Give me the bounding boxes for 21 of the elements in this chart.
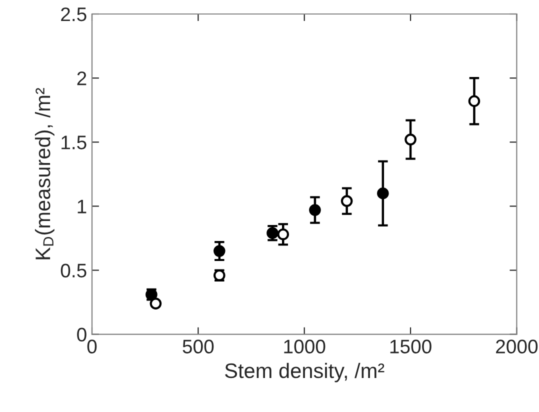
point: [377, 187, 389, 200]
y-tick-label: 0.5: [60, 264, 86, 278]
x-tick-label: 1000: [284, 340, 326, 354]
x-axis-title: Stem density, /m²: [225, 362, 384, 382]
point: [150, 298, 162, 310]
y-tick-label: 1.5: [62, 136, 86, 150]
y-tick-label: 0: [77, 328, 86, 342]
y-tick-label: 2: [77, 72, 86, 86]
point: [340, 195, 353, 207]
y-axis-title: K$_{D}$(measured), /m²: [34, 88, 54, 260]
point: [214, 245, 226, 257]
point: [309, 204, 321, 216]
x-tick-label: 500: [182, 340, 214, 354]
y-tick-label: 2.5: [61, 7, 86, 22]
y-tick-label: 1: [78, 200, 86, 214]
x-tick-label: 0: [87, 340, 97, 354]
point: [404, 134, 416, 146]
point: [277, 228, 290, 240]
point: [468, 95, 480, 108]
x-tick-label: 1500: [390, 340, 432, 354]
x-tick-label: 2000: [496, 340, 538, 354]
